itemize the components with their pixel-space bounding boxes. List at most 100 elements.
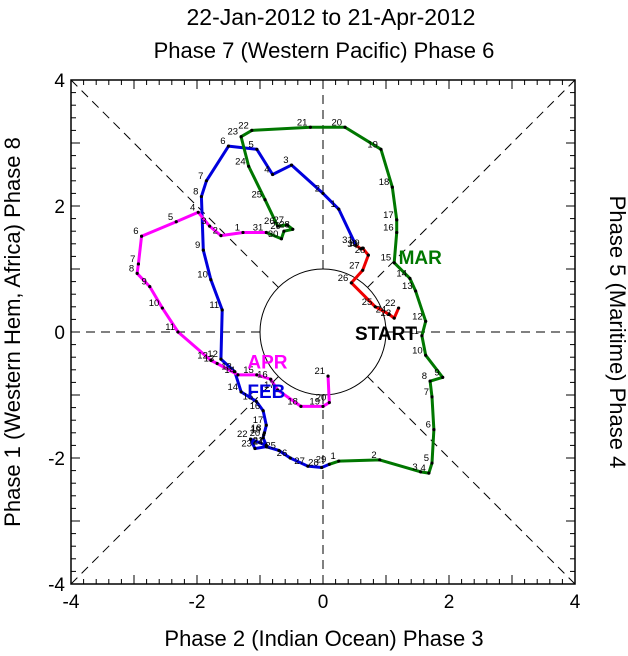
day-label: 25 xyxy=(251,190,262,201)
background-guides xyxy=(70,79,576,585)
top-axis-label: Phase 7 (Western Pacific) Phase 6 xyxy=(154,38,495,63)
point-marker xyxy=(395,218,399,222)
point-marker xyxy=(174,220,178,224)
day-label: 18 xyxy=(379,177,390,188)
day-label: 19 xyxy=(367,139,378,150)
point-marker xyxy=(220,308,224,312)
day-label: 11 xyxy=(409,326,419,337)
point-marker xyxy=(262,433,266,437)
series-line-feb xyxy=(199,144,358,469)
day-label: 23 xyxy=(228,127,239,138)
tick-marks xyxy=(70,79,576,585)
point-markers xyxy=(135,125,445,475)
point-marker xyxy=(226,144,231,148)
point-marker xyxy=(241,230,245,235)
point-marker xyxy=(321,191,325,195)
point-marker xyxy=(361,268,365,272)
day-label: 17 xyxy=(383,210,394,221)
day-label: 28 xyxy=(279,219,290,230)
day-label: 22 xyxy=(238,120,249,131)
month-label-feb: FEB xyxy=(247,382,285,403)
series-lines xyxy=(135,125,445,475)
y-tick-label: -4 xyxy=(48,575,65,596)
point-marker xyxy=(289,163,294,167)
point-marker xyxy=(427,471,431,475)
day-label: 12 xyxy=(412,311,423,322)
point-marker xyxy=(136,262,141,266)
day-label: 31 xyxy=(342,235,353,246)
diagonal-guide-se xyxy=(367,376,576,585)
day-label: 4 xyxy=(264,165,269,176)
point-marker xyxy=(419,470,423,474)
day-labels: 2223242526272829303112345678910111213141… xyxy=(129,117,440,474)
day-label: 31 xyxy=(253,222,264,233)
day-label: 26 xyxy=(277,448,288,459)
point-marker xyxy=(261,409,265,413)
day-label: 20 xyxy=(331,117,342,128)
point-marker xyxy=(233,370,237,374)
day-label: 28 xyxy=(308,457,319,468)
day-label: 8 xyxy=(129,263,134,274)
day-label: 11 xyxy=(209,300,219,311)
day-label: 25 xyxy=(265,440,276,451)
day-label: 11 xyxy=(165,322,175,333)
day-label: 22 xyxy=(237,429,248,440)
bottom-axis-label: Phase 2 (Indian Ocean) Phase 3 xyxy=(164,626,483,651)
day-label: 27 xyxy=(294,456,305,467)
point-marker xyxy=(306,464,310,468)
point-marker xyxy=(247,164,251,168)
day-label: 10 xyxy=(412,345,423,356)
point-marker xyxy=(408,276,412,281)
day-label: 2 xyxy=(315,183,320,194)
day-label: 14 xyxy=(224,365,235,376)
point-marker xyxy=(148,285,152,289)
point-marker xyxy=(359,247,363,251)
point-marker xyxy=(209,358,213,362)
y-tick-label: 4 xyxy=(54,71,65,92)
point-marker xyxy=(321,404,325,408)
point-marker xyxy=(276,388,280,392)
day-label: 20 xyxy=(250,428,261,439)
point-marker xyxy=(354,243,358,247)
day-label: 13 xyxy=(402,281,413,292)
day-label: 16 xyxy=(383,222,394,233)
point-marker xyxy=(327,462,331,466)
point-marker xyxy=(424,319,428,323)
point-marker xyxy=(428,379,432,383)
day-label: 21 xyxy=(253,435,264,446)
point-marker xyxy=(264,445,268,449)
y-tick-label: -2 xyxy=(48,449,65,470)
point-marker xyxy=(430,461,434,465)
day-label: 3 xyxy=(201,216,206,227)
y-tick-label: 0 xyxy=(54,323,65,344)
day-label: 6 xyxy=(133,226,138,237)
x-tick-label: 0 xyxy=(318,592,329,613)
point-marker xyxy=(199,194,204,199)
day-label: 23 xyxy=(381,308,392,319)
day-label: 9 xyxy=(141,277,146,288)
day-label: 24 xyxy=(235,156,246,167)
day-label: 1 xyxy=(330,451,335,462)
point-marker xyxy=(343,125,347,129)
series-line-apr xyxy=(135,210,331,408)
point-marker xyxy=(349,281,353,285)
month-labels: FEB MAR APR xyxy=(247,248,442,403)
point-marker xyxy=(430,395,434,399)
point-marker xyxy=(432,428,436,432)
day-label: 7 xyxy=(424,387,429,398)
day-label: 24 xyxy=(376,304,387,315)
point-marker xyxy=(299,404,303,408)
unit-circle xyxy=(259,268,387,396)
point-marker xyxy=(308,125,312,129)
day-label: 29 xyxy=(316,454,327,465)
point-marker xyxy=(395,230,399,235)
x-tick-label: -4 xyxy=(63,592,80,613)
day-label: 10 xyxy=(149,298,160,309)
diagonal-guide-sw xyxy=(70,376,279,585)
day-label: 12 xyxy=(207,349,218,360)
day-label: 18 xyxy=(287,396,298,407)
x-tick-label: 2 xyxy=(444,592,455,613)
point-marker xyxy=(326,374,330,378)
day-label: 14 xyxy=(228,382,239,393)
point-marker xyxy=(282,229,286,233)
